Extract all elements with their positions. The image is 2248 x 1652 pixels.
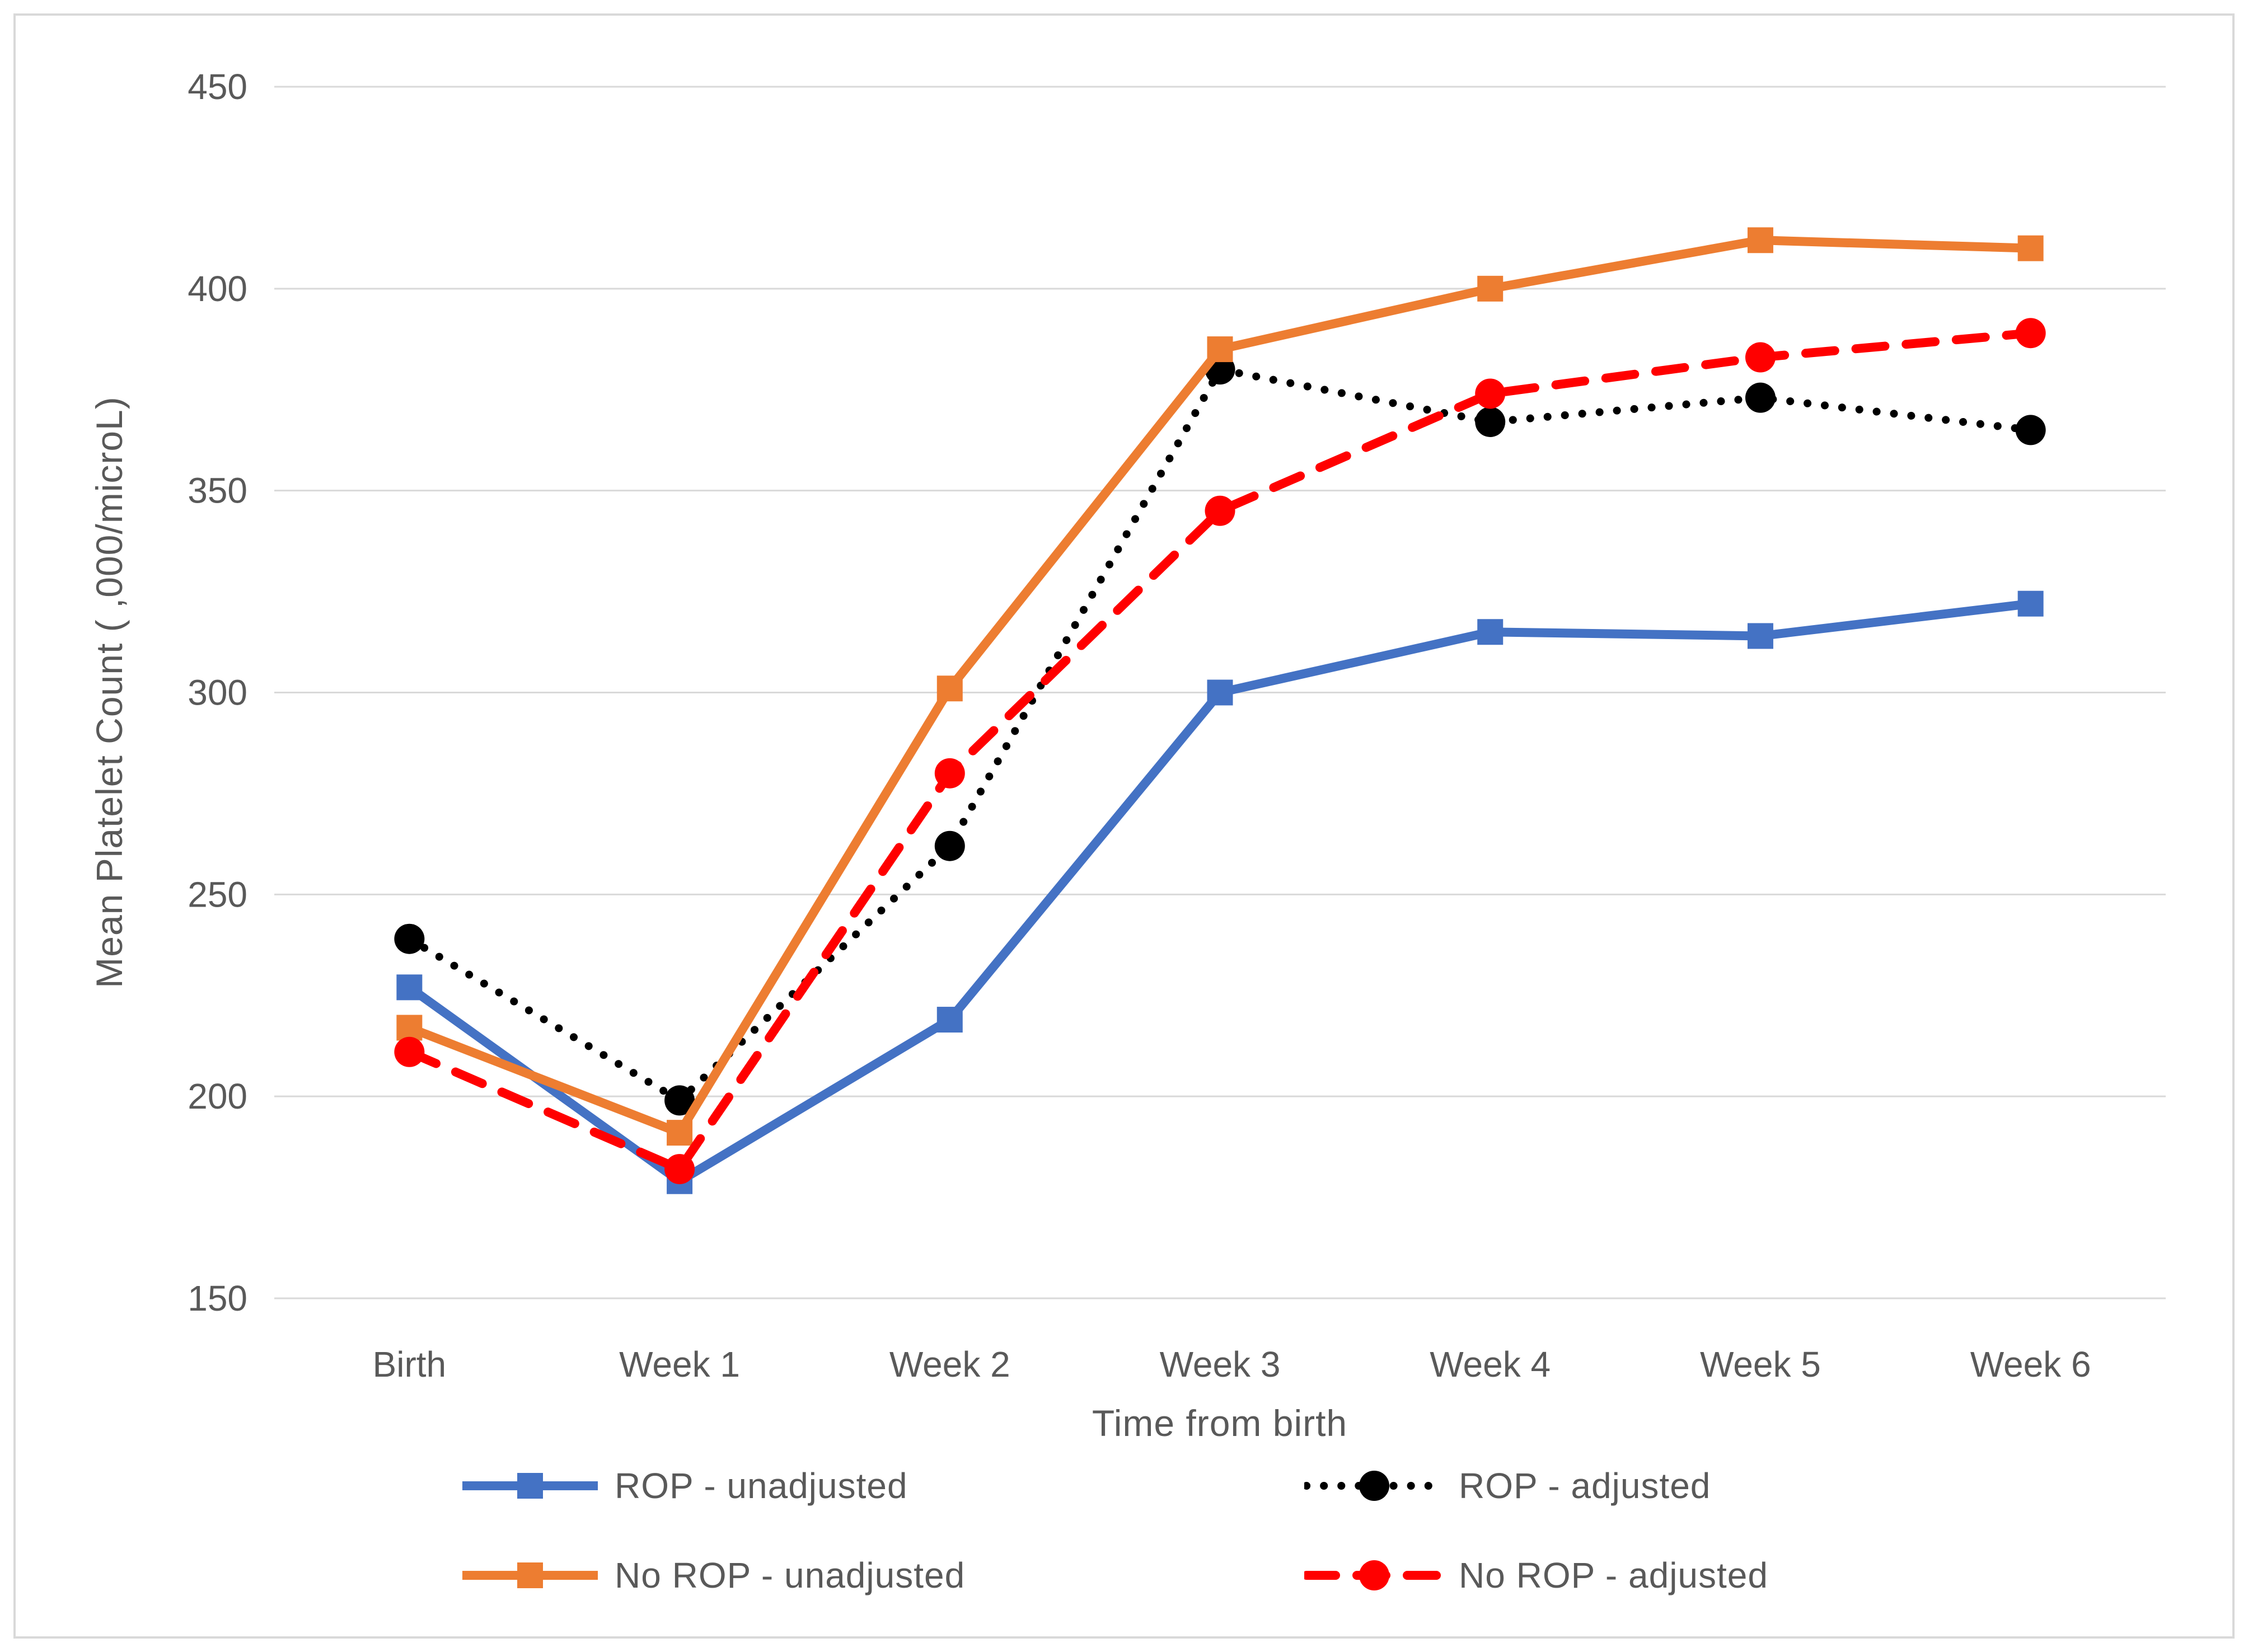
data-point-marker — [664, 1154, 695, 1185]
y-tick-label: 450 — [188, 67, 247, 107]
data-point-marker — [1475, 378, 1506, 409]
data-point-marker — [1207, 679, 1233, 706]
data-point-marker — [2017, 590, 2044, 617]
data-point-marker — [1747, 623, 1773, 649]
data-point-marker — [1477, 275, 1504, 302]
y-tick-label: 200 — [188, 1076, 247, 1116]
x-tick-label: Week 1 — [619, 1344, 740, 1385]
data-point-marker — [394, 923, 425, 954]
data-point-marker — [1747, 227, 1773, 254]
series-line-3 — [405, 328, 2035, 1174]
data-point-marker — [394, 1036, 425, 1067]
data-point-marker — [934, 758, 965, 789]
data-point-marker — [936, 1007, 963, 1033]
data-point-marker — [664, 1085, 695, 1116]
y-tick-label: 250 — [188, 874, 247, 914]
x-tick-label: Week 2 — [889, 1344, 1010, 1385]
data-point-marker — [1475, 406, 1506, 437]
data-point-marker — [667, 1120, 693, 1146]
x-tick-label: Week 4 — [1430, 1344, 1551, 1385]
data-point-marker — [2015, 318, 2046, 349]
data-point-marker — [1745, 342, 1776, 373]
y-tick-label: 150 — [188, 1278, 247, 1318]
y-tick-label: 350 — [188, 471, 247, 511]
y-tick-label: 300 — [188, 673, 247, 713]
series-line-1 — [405, 365, 2035, 1105]
data-point-marker — [934, 830, 965, 861]
y-axis-title: Mean Platelet Count ( ,000/microL) — [88, 396, 130, 988]
y-tick-label: 400 — [188, 269, 247, 309]
x-tick-label: Week 5 — [1700, 1344, 1821, 1385]
data-point-marker — [1205, 495, 1235, 526]
x-tick-label: Week 6 — [1970, 1344, 2091, 1385]
data-point-marker — [396, 974, 423, 1001]
data-point-marker — [1745, 382, 1776, 413]
data-point-marker — [2015, 415, 2046, 445]
x-axis-title: Time from birth — [1092, 1402, 1348, 1444]
x-tick-label: Week 3 — [1160, 1344, 1281, 1385]
data-point-marker — [2017, 235, 2044, 261]
data-point-marker — [396, 1015, 423, 1041]
data-point-marker — [936, 675, 963, 702]
data-point-marker — [1477, 619, 1504, 645]
data-point-marker — [1207, 336, 1233, 363]
x-tick-label: Birth — [373, 1344, 447, 1385]
